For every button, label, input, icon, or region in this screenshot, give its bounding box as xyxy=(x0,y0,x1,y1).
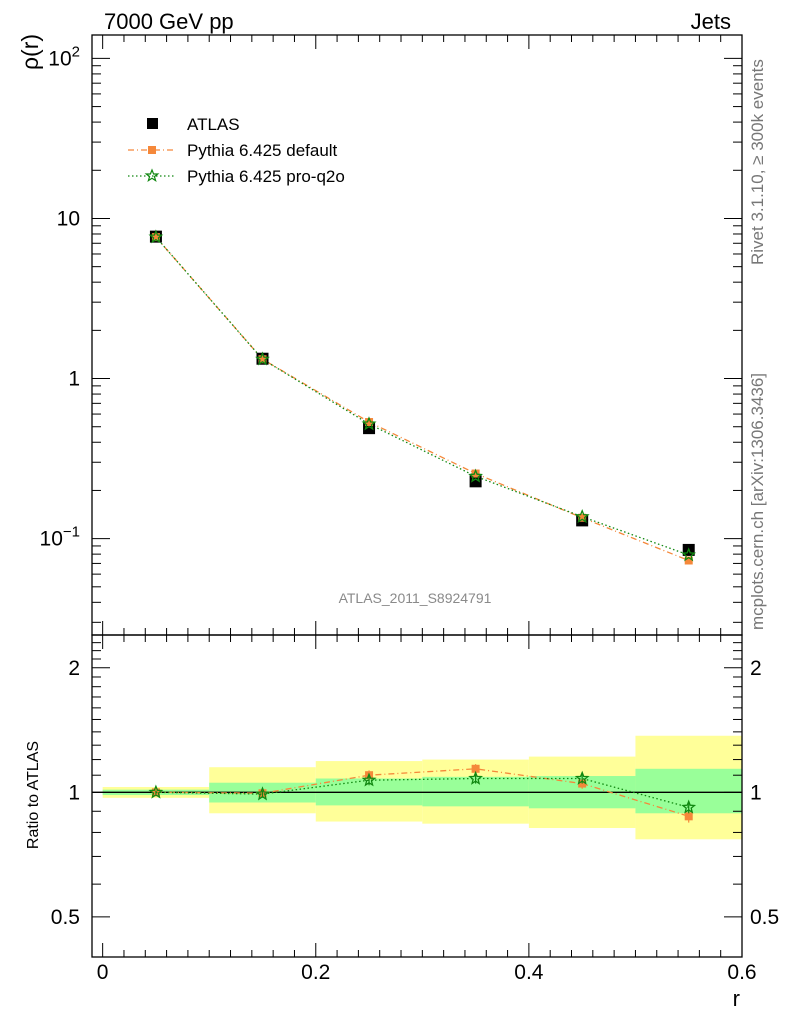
legend-item-pythia-default: Pythia 6.425 default xyxy=(128,141,338,160)
legend-item-atlas: ATLAS xyxy=(147,115,240,134)
ratio-y-axis-label: Ratio to ATLAS xyxy=(25,741,42,849)
x-axis-label: r xyxy=(733,986,740,1011)
ratio-series-line-pythia-6-425-default xyxy=(155,768,689,817)
ratio-point-pythia-6-425-default xyxy=(471,764,480,773)
main-plot-area: 10−1 1 10 102 xyxy=(40,34,743,636)
ratio-y-tick-label-left: 0.5 xyxy=(51,906,80,929)
main-point-pythia-6-425-pro-q2o xyxy=(681,547,697,562)
ratio-point-pythia-6-425-pro-q2o xyxy=(681,799,697,814)
ratio-point-pythia-6-425-pro-q2o xyxy=(468,770,483,785)
main-point-pythia-6-425-default xyxy=(258,355,267,364)
legend-marker-atlas xyxy=(147,118,158,129)
legend-marker-pythia-default xyxy=(148,146,156,154)
ratio-series-line-pythia-6-425-pro-q2o xyxy=(155,777,689,808)
legend: ATLAS Pythia 6.425 default Pythia 6.425 … xyxy=(128,115,345,186)
mcplots-label: mcplots.cern.ch [arXiv:1306.3436] xyxy=(748,373,767,630)
header-left-title: 7000 GeV pp xyxy=(104,9,234,34)
legend-item-pythia-proq2o: Pythia 6.425 pro-q2o xyxy=(128,167,345,186)
ratio-point-pythia-6-425-default xyxy=(684,812,693,821)
ratio-y-tick-label-right: 1 xyxy=(750,781,762,804)
main-point-pythia-6-425-pro-q2o xyxy=(361,416,377,431)
legend-label-pythia-proq2o: Pythia 6.425 pro-q2o xyxy=(187,167,345,186)
rivet-label: Rivet 3.1.10, ≥ 300k events xyxy=(748,59,767,265)
main-point-pythia-6-425-pro-q2o xyxy=(574,508,590,524)
main-point-pythia-6-425-default xyxy=(684,556,693,565)
main-series-line-pythia-6-425-pro-q2o xyxy=(155,236,689,556)
ratio-y-tick-label-right: 0.5 xyxy=(750,906,779,929)
ratio-point-pythia-6-425-pro-q2o xyxy=(361,772,377,787)
x-tick-label: 0.6 xyxy=(727,961,756,984)
ratio-point-pythia-6-425-pro-q2o xyxy=(574,770,590,785)
legend-label-atlas: ATLAS xyxy=(187,115,240,134)
x-tick-label: 0.2 xyxy=(301,961,330,984)
main-point-pythia-6-425-pro-q2o xyxy=(255,351,270,366)
legend-label-pythia-default: Pythia 6.425 default xyxy=(187,141,338,160)
ratio-point-pythia-6-425-pro-q2o xyxy=(148,784,164,799)
main-y-tick-label: 10−1 xyxy=(40,524,80,551)
main-point-pythia-6-425-pro-q2o xyxy=(468,468,483,483)
main-point-pythia-6-425-default xyxy=(151,233,160,242)
ratio-plot-area: 0 0.2 0.4 0.6 0.5 0.5 1 1 2 2 xyxy=(51,634,779,984)
main-point-pythia-6-425-pro-q2o xyxy=(148,229,164,244)
ratio-y-tick-label-left: 1 xyxy=(68,781,80,804)
analysis-watermark: ATLAS_2011_S8924791 xyxy=(339,590,492,606)
main-y-tick-label: 10 xyxy=(57,207,80,230)
ratio-y-tick-label-right: 2 xyxy=(750,657,762,680)
main-series-line-pythia-6-425-default xyxy=(155,236,689,562)
ratio-point-pythia-6-425-pro-q2o xyxy=(255,786,270,801)
x-tick-label: 0 xyxy=(97,961,109,984)
ratio-y-tick-label-left: 2 xyxy=(68,657,80,680)
main-y-tick-label: 102 xyxy=(48,43,80,70)
x-tick-label: 0.4 xyxy=(514,961,544,984)
main-y-tick-label: 1 xyxy=(68,368,80,391)
ratio-plot-frame xyxy=(91,634,743,958)
main-point-pythia-6-425-default xyxy=(471,469,480,478)
main-y-axis-label: ρ(r) xyxy=(17,34,43,70)
main-point-pythia-6-425-default xyxy=(578,513,587,522)
header-right-title: Jets xyxy=(691,9,731,34)
legend-marker-pythia-proq2o xyxy=(144,168,160,183)
main-point-pythia-6-425-default xyxy=(365,418,374,427)
